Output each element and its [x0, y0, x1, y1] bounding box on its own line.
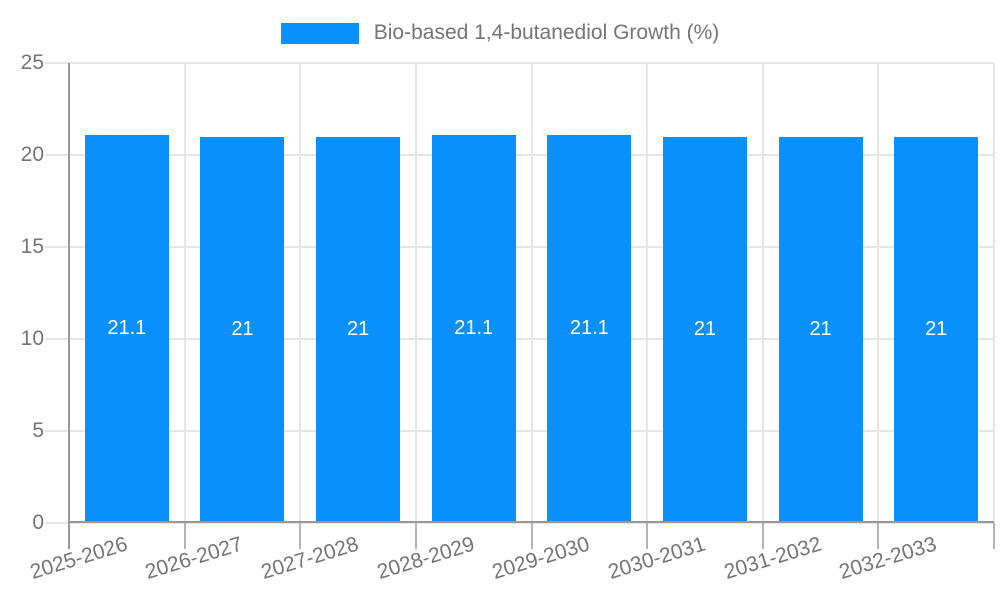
x-gridline — [877, 63, 880, 523]
legend-label: Bio-based 1,4-butanediol Growth (%) — [373, 21, 720, 44]
bar-value-label: 21.1 — [107, 317, 147, 340]
x-axis-tick — [299, 523, 302, 549]
x-axis-tick — [877, 523, 880, 549]
bar-value-label: 21.1 — [454, 317, 494, 340]
x-axis-tick — [183, 523, 186, 549]
x-gridline — [646, 63, 649, 523]
x-gridline — [414, 63, 417, 523]
bar-value-label: 21.1 — [569, 317, 609, 340]
bar-2026-2027[interactable]: 21 — [200, 136, 285, 523]
bar-value-label: 21 — [693, 318, 717, 341]
bar-2025-2026[interactable]: 21.1 — [84, 134, 169, 523]
x-axis-tick — [646, 523, 649, 549]
x-gridline — [761, 63, 764, 523]
y-gridline — [45, 338, 994, 340]
x-axis-tick — [414, 523, 417, 549]
chart-legend[interactable]: Bio-based 1,4-butanediol Growth (%) — [0, 20, 1000, 46]
bar-2028-2029[interactable]: 21.1 — [431, 134, 516, 523]
bar-2031-2032[interactable]: 21 — [778, 136, 863, 523]
bar-value-label: 21 — [925, 318, 948, 341]
y-axis-tick-label: 15 — [20, 235, 44, 258]
y-axis-tick-label: 10 — [20, 327, 44, 350]
y-axis-tick-label: 5 — [32, 419, 44, 442]
bar-2030-2031[interactable]: 21 — [662, 136, 747, 523]
x-gridline — [299, 63, 302, 523]
x-axis-line — [69, 521, 994, 523]
x-axis-tick — [761, 523, 764, 549]
x-gridline — [183, 63, 186, 523]
x-axis-tick — [530, 523, 533, 549]
y-gridline — [45, 430, 994, 432]
y-gridline — [45, 522, 994, 524]
bar-value-label: 21 — [231, 318, 254, 341]
legend-swatch — [280, 22, 359, 44]
bar-2032-2033[interactable]: 21 — [894, 136, 979, 523]
y-axis-tick-label: 20 — [20, 143, 44, 166]
bar-value-label: 21 — [346, 318, 370, 341]
y-axis-line — [68, 63, 70, 549]
x-axis-tick — [993, 523, 995, 549]
bar-2029-2030[interactable]: 21.1 — [547, 134, 632, 523]
y-axis-tick-label: 0 — [32, 511, 44, 534]
x-gridline — [993, 63, 995, 523]
bar-2027-2028[interactable]: 21 — [316, 136, 401, 523]
y-gridline — [45, 246, 994, 248]
y-gridline — [45, 154, 994, 156]
y-gridline — [45, 62, 994, 64]
y-axis-tick-label: 25 — [20, 51, 44, 74]
x-gridline — [530, 63, 533, 523]
bar-value-label: 21 — [809, 318, 832, 341]
